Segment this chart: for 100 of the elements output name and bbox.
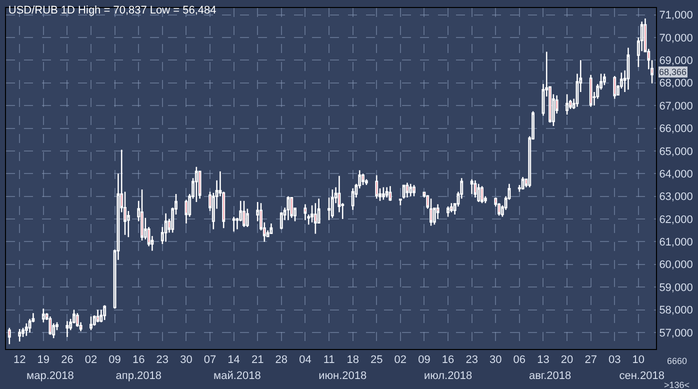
x-tick-label: 13: [537, 354, 550, 366]
x-tick-label: 20: [560, 354, 574, 366]
x2-tick-label: апр.2018: [116, 370, 162, 382]
candlestick: [406, 182, 409, 198]
candlestick: [198, 170, 202, 200]
candlestick: [566, 94, 569, 116]
x-tick-label: 16: [442, 354, 454, 366]
candlestick: [477, 183, 480, 203]
y-tick-label: 71,000: [659, 10, 693, 22]
y-tick-label: 66,000: [659, 123, 693, 136]
candlestick: [140, 188, 144, 242]
candlestick: [375, 174, 378, 200]
x-tick-label: 23: [156, 354, 169, 366]
candlestick: [613, 75, 616, 100]
candlestick: [402, 184, 406, 200]
candlestick: [480, 185, 484, 204]
x-tick-label: 03: [608, 354, 621, 366]
candlestick: [242, 200, 246, 228]
candlestick: [8, 327, 11, 345]
candlestick: [103, 304, 106, 321]
x-tick-label: 25: [370, 354, 383, 366]
candlestick: [450, 202, 453, 213]
x-tick-label: 04: [299, 354, 312, 366]
x-tick-label: 09: [108, 354, 121, 366]
y-tick-label: 61,000: [659, 236, 693, 249]
x2-tick-label: сен.2018: [619, 370, 664, 382]
y-tick-label: 65,000: [659, 146, 693, 158]
x-tick-label: 12: [13, 354, 26, 366]
candlestick: [96, 309, 100, 323]
candlestick: [42, 308, 45, 323]
candlestick: [194, 166, 198, 203]
candlestick: [521, 176, 524, 190]
y-tick-label: 64,000: [659, 168, 693, 180]
x-tick-label: 02: [394, 354, 407, 366]
x-tick-label: 30: [490, 354, 502, 366]
x-tick-label: 09: [418, 354, 430, 366]
x-tick-label: 27: [584, 354, 597, 366]
y-tick-label: 60,000: [659, 259, 693, 272]
x-tick-label: 07: [204, 354, 216, 366]
x-tick-label: 02: [84, 354, 98, 366]
y-tick-label: 57,000: [659, 327, 693, 340]
candlestick: [270, 222, 273, 234]
text: 68,366: [659, 67, 687, 77]
candlestick: [430, 198, 432, 226]
y-tick-label: 62,000: [659, 214, 693, 226]
x-tick-label: 06: [513, 354, 526, 366]
x-tick-label: 21: [251, 354, 264, 366]
x-tick-label: 30: [180, 354, 192, 366]
candlestick: [398, 198, 402, 206]
x-tick-label: 19: [37, 354, 50, 366]
candlestick: [280, 212, 283, 230]
candlestick: [446, 206, 450, 218]
x2-tick-label: июн.2018: [318, 370, 367, 382]
candlestick: [330, 188, 334, 219]
candlestick: [48, 316, 52, 336]
y-tick-label: 67,000: [659, 100, 693, 112]
candlestick: [470, 178, 474, 195]
candlestick: [589, 74, 592, 108]
candlestick: [286, 196, 290, 221]
candlestick: [382, 186, 385, 200]
candlestick: [351, 188, 354, 211]
y-tick-label: 68,000: [659, 78, 693, 90]
candlestick: [18, 328, 22, 342]
x-tick-label: 26: [61, 354, 74, 366]
y-tick-label: 70,000: [659, 32, 693, 44]
y-tick-label: 58,000: [659, 304, 693, 317]
candlestick: [409, 183, 412, 197]
x-tick-label: 16: [132, 354, 145, 366]
candlestick: [76, 312, 79, 328]
x2-tick-label: июл.2018: [424, 370, 472, 382]
chart-title: USD/RUB 1D High = 70,837 Low = 56,484: [8, 4, 216, 17]
candlestick: [24, 322, 28, 336]
candlestick: [164, 212, 168, 242]
candlestick: [388, 185, 392, 202]
candlestick: [22, 327, 24, 338]
x2-tick-label: май.2018: [214, 370, 261, 382]
y-tick-label: 59,000: [659, 282, 693, 294]
candlestick: [100, 309, 103, 323]
candlestick: [626, 47, 630, 90]
y-tick-label: 63,000: [659, 191, 693, 204]
x2-tick-label: мар.2018: [26, 370, 74, 382]
x-tick-label: 23: [466, 354, 478, 366]
candlestick: [362, 172, 364, 186]
x-tick-label: 18: [346, 354, 359, 366]
candlestick: [66, 320, 69, 338]
x-tick-label: 28: [275, 354, 288, 366]
x-tick-label: 11: [323, 354, 335, 366]
candlestick: [304, 204, 307, 221]
x-tick-label: 14: [228, 354, 240, 366]
candlestick: [90, 316, 92, 331]
x2-tick-label: авг.2018: [528, 370, 572, 382]
y-tick-label: 69,000: [659, 55, 693, 68]
candlestick: [232, 216, 236, 232]
candlestick: [290, 196, 294, 219]
text: 6660: [667, 356, 688, 366]
text: >136<: [664, 380, 690, 389]
candlestick: [602, 73, 606, 86]
candlestick: [412, 184, 416, 197]
candlestick: [385, 186, 388, 198]
candlestick: [314, 202, 317, 234]
